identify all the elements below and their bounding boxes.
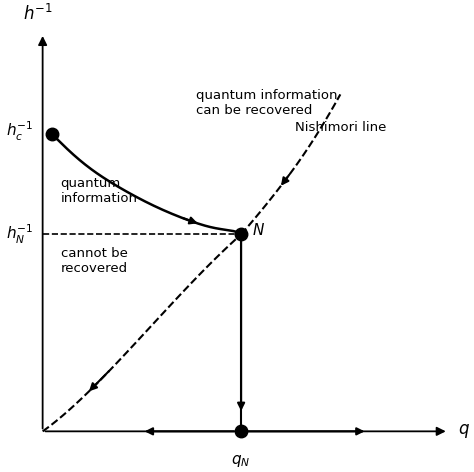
Text: $N$: $N$ bbox=[252, 222, 265, 238]
Text: $q_N$: $q_N$ bbox=[231, 453, 251, 469]
Text: cannot be
recovered: cannot be recovered bbox=[61, 247, 128, 275]
Text: $h^{-1}$: $h^{-1}$ bbox=[23, 4, 53, 25]
Text: quantum information
can be recovered: quantum information can be recovered bbox=[196, 89, 337, 117]
Text: $h_c^{-1}$: $h_c^{-1}$ bbox=[6, 120, 34, 143]
Text: $q$: $q$ bbox=[457, 422, 470, 440]
Text: $h_N^{-1}$: $h_N^{-1}$ bbox=[6, 223, 34, 246]
Text: Nishimori line: Nishimori line bbox=[295, 121, 387, 134]
Text: quantum
information: quantum information bbox=[61, 177, 137, 205]
